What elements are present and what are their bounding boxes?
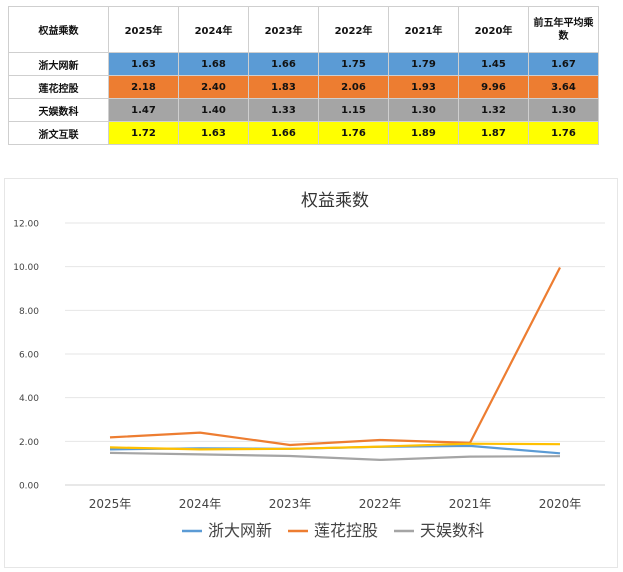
table-cell: 1.93 — [388, 75, 459, 99]
table-cell: 1.72 — [108, 121, 179, 145]
table-cell: 1.66 — [248, 121, 319, 145]
table-row: 浙大网新 1.63 1.68 1.66 1.75 1.79 1.45 1.67 — [8, 52, 599, 76]
table-cell: 3.64 — [528, 75, 599, 99]
table-cell: 1.76 — [528, 121, 599, 145]
line-chart: 权益乘数 0.00 2.00 4.00 6.00 8.00 10.00 12.00 2025年 2… — [13, 191, 605, 540]
table-row: 浙文互联 1.72 1.63 1.66 1.76 1.89 1.87 1.76 — [8, 121, 599, 145]
y-tick-label: 10.00 — [13, 263, 39, 273]
y-tick-label: 8.00 — [19, 307, 39, 317]
table-cell: 1.87 — [458, 121, 529, 145]
series-line-2 — [109, 266, 561, 447]
legend-label: 莲花控股 — [314, 521, 378, 540]
line-chart-card: 权益乘数 0.00 2.00 4.00 6.00 8.00 10.00 12.00 2025年 2… — [4, 178, 618, 568]
table-cell: 2.40 — [178, 75, 249, 99]
table-cell: 1.63 — [108, 52, 179, 76]
row-name-cell: 莲花控股 — [8, 75, 109, 99]
table-cell: 1.83 — [248, 75, 319, 99]
table-header-row: 权益乘数 2025年 2024年 2023年 2022年 2021年 2020年… — [8, 6, 599, 53]
table-cell: 1.66 — [248, 52, 319, 76]
table-header-cell: 权益乘数 — [8, 6, 109, 53]
y-tick-label: 0.00 — [19, 482, 39, 492]
avg-header-label: 前五年平均乘数 — [533, 17, 594, 42]
table-cell: 1.47 — [108, 98, 179, 122]
x-tick-label: 2023年 — [269, 497, 312, 511]
legend-label: 浙大网新 — [208, 521, 272, 540]
y-tick-label: 6.00 — [19, 351, 39, 361]
table-header-cell: 2022年 — [318, 6, 389, 53]
table-cell: 1.76 — [318, 121, 389, 145]
table-cell: 1.75 — [318, 52, 389, 76]
x-tick-label: 2025年 — [89, 497, 132, 511]
row-name-cell: 浙大网新 — [8, 52, 109, 76]
table-header-cell: 2021年 — [388, 6, 459, 53]
table-cell: 1.89 — [388, 121, 459, 145]
table-cell: 9.96 — [458, 75, 529, 99]
row-name-cell: 浙文互联 — [8, 121, 109, 145]
x-tick-label: 2022年 — [359, 497, 402, 511]
row-name-cell: 天娱数科 — [8, 98, 109, 122]
table-cell: 1.30 — [528, 98, 599, 122]
x-tick-label: 2024年 — [179, 497, 222, 511]
table-cell: 2.18 — [108, 75, 179, 99]
table-cell: 1.33 — [248, 98, 319, 122]
table-header-cell: 2020年 — [458, 6, 529, 53]
table-header-cell: 前五年平均乘数 — [528, 6, 599, 53]
table-cell: 1.63 — [178, 121, 249, 145]
table-cell: 1.68 — [178, 52, 249, 76]
table-cell: 1.32 — [458, 98, 529, 122]
equity-multiplier-table: 权益乘数 2025年 2024年 2023年 2022年 2021年 2020年… — [8, 6, 599, 145]
table-header-cell: 2024年 — [178, 6, 249, 53]
table-header-cell: 2023年 — [248, 6, 319, 53]
x-tick-label: 2021年 — [449, 497, 492, 511]
series-line-4 — [109, 442, 561, 451]
x-tick-label: 2020年 — [539, 497, 582, 511]
table-row: 天娱数科 1.47 1.40 1.33 1.15 1.30 1.32 1.30 — [8, 98, 599, 122]
table-cell: 1.30 — [388, 98, 459, 122]
chart-title: 权益乘数 — [301, 191, 369, 211]
table-cell: 1.79 — [388, 52, 459, 76]
table-cell: 2.06 — [318, 75, 389, 99]
table-header-cell: 2025年 — [108, 6, 179, 53]
table-cell: 1.67 — [528, 52, 599, 76]
data-table-container: 权益乘数 2025年 2024年 2023年 2022年 2021年 2020年… — [8, 6, 599, 145]
y-tick-label: 12.00 — [13, 220, 39, 230]
table-cell: 1.15 — [318, 98, 389, 122]
table-cell: 1.40 — [178, 98, 249, 122]
series-line-3 — [109, 451, 561, 461]
table-row: 莲花控股 2.18 2.40 1.83 2.06 1.93 9.96 3.64 — [8, 75, 599, 99]
y-tick-label: 4.00 — [19, 394, 39, 404]
table-cell: 1.45 — [458, 52, 529, 76]
legend-label: 天娱数科 — [420, 521, 484, 540]
y-tick-label: 2.00 — [19, 438, 39, 448]
